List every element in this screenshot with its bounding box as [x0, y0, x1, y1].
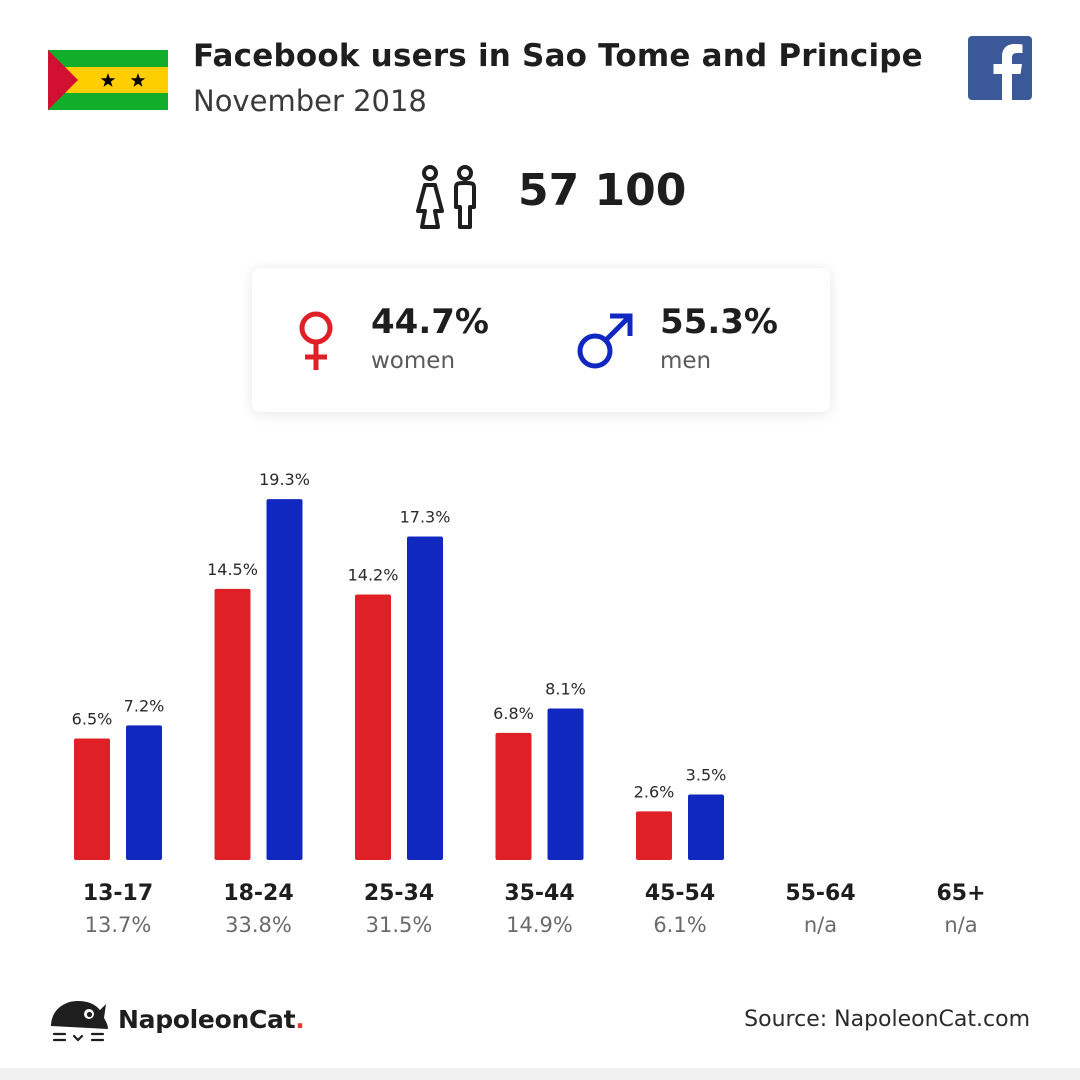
source-credit: Source: NapoleonCat.com — [744, 1007, 1030, 1032]
page-title: Facebook users in Sao Tome and Principe — [193, 38, 923, 74]
people-icon — [416, 165, 476, 229]
data-label-women-45-54: 2.6% — [634, 782, 675, 801]
women-percent: 44.7% — [371, 302, 489, 342]
age-category-label: 18-24 — [223, 881, 293, 906]
age-category-label: 13-17 — [83, 881, 153, 906]
bar-men-45-54 — [688, 794, 724, 860]
age-category-total: 31.5% — [366, 913, 433, 937]
footer-band — [0, 1068, 1080, 1080]
women-label: women — [371, 348, 456, 374]
data-label-women-18-24: 14.5% — [207, 560, 258, 579]
age-category-label: 25-34 — [364, 881, 434, 906]
bar-women-13-17 — [74, 738, 110, 860]
data-label-women-13-17: 6.5% — [72, 709, 113, 728]
gender-split-card: 44.7% women 55.3% men — [252, 268, 830, 412]
data-label-men-25-34: 17.3% — [400, 507, 451, 526]
bar-men-13-17 — [126, 725, 162, 860]
total-users-count: 57 100 — [518, 165, 687, 216]
bar-men-35-44 — [547, 708, 584, 860]
bar-women-25-34 — [355, 594, 391, 860]
flag-star-icon — [100, 73, 116, 87]
bar-women-45-54 — [636, 811, 672, 860]
age-category-total: 13.7% — [85, 913, 152, 937]
data-label-men-18-24: 19.3% — [259, 470, 310, 489]
age-category-total: 33.8% — [225, 913, 292, 937]
napoleoncat-logo-icon — [51, 1001, 108, 1042]
female-icon — [299, 311, 333, 370]
data-label-men-13-17: 7.2% — [124, 696, 165, 715]
bar-men-18-24 — [266, 499, 303, 860]
men-label: men — [660, 348, 712, 374]
brand-name: NapoleonCat. — [118, 1005, 305, 1034]
age-category-label: 55-64 — [785, 881, 855, 906]
male-icon — [577, 313, 633, 369]
age-category-total: 6.1% — [653, 913, 706, 937]
age-category-total: n/a — [944, 913, 977, 937]
data-label-women-25-34: 14.2% — [348, 565, 399, 584]
bar-women-35-44 — [495, 732, 532, 860]
age-category-label: 45-54 — [645, 881, 715, 906]
age-category-total: 14.9% — [506, 913, 573, 937]
age-category-total: n/a — [804, 913, 837, 937]
data-label-men-35-44: 8.1% — [545, 680, 586, 699]
age-category-label: 35-44 — [504, 881, 574, 906]
age-distribution-chart: 6.5% 7.2% 13-17 13.7% 14.5% 19.3% 18-24 33.8% 14… — [72, 470, 986, 937]
sao-tome-and-principe-flag — [48, 50, 168, 110]
bar-women-18-24 — [214, 588, 251, 860]
bar-men-25-34 — [407, 536, 443, 860]
flag-star-icon — [130, 73, 146, 87]
page-subtitle: November 2018 — [193, 84, 427, 118]
data-label-women-35-44: 6.8% — [493, 704, 534, 723]
age-category-label: 65+ — [936, 881, 985, 906]
facebook-icon — [968, 36, 1032, 100]
data-label-men-45-54: 3.5% — [686, 766, 727, 785]
men-percent: 55.3% — [660, 302, 778, 342]
